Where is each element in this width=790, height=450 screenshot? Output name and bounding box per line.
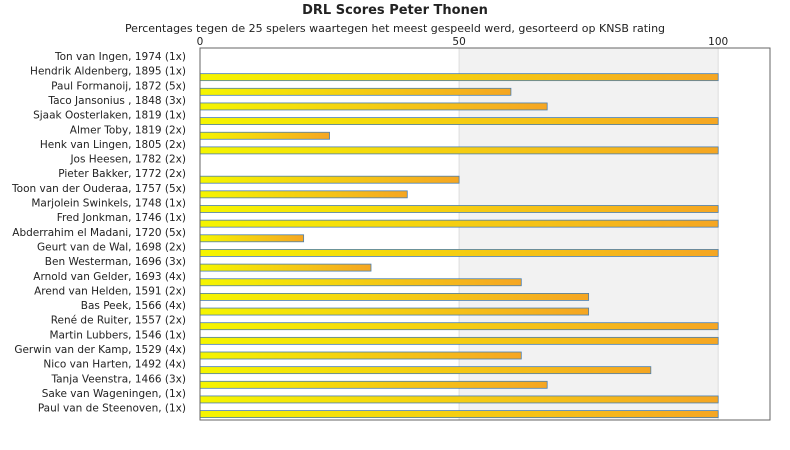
plot-band [718,48,770,420]
bar [199,87,512,96]
bar [199,410,719,419]
category-label: Jos Heesen, 1782 (2x) [69,154,186,166]
bar [199,146,719,155]
bar [199,292,590,301]
bar [199,205,719,213]
bar [199,102,548,111]
category-label: Ton van Ingen, 1974 (1x) [54,51,186,63]
category-label: Ben Westerman, 1696 (3x) [45,256,186,268]
x-axis-ticks: 0 50 100 [197,36,729,48]
category-label: Arend van Helden, 1591 (2x) [34,285,186,297]
bar [199,336,719,345]
y-axis-labels: Ton van Ingen, 1974 (1x) Hendrik Aldenber… [11,51,186,415]
category-label: Gerwin van der Kamp, 1529 (4x) [14,344,186,356]
bar [199,395,719,404]
bar [199,190,408,199]
category-label: Nico van Harten, 1492 (4x) [43,359,186,371]
category-label: Hendrik Aldenberg, 1895 (1x) [30,66,186,78]
category-label: Toon van der Ouderaa, 1757 (5x) [11,183,186,195]
bar [199,117,719,125]
category-label: Paul van de Steenoven, (1x) [38,403,186,415]
bar [199,278,522,287]
category-label: Marjolein Swinkels, 1748 (1x) [31,198,186,210]
bar [199,219,719,228]
bar [199,366,652,375]
category-label: René de Ruiter, 1557 (2x) [51,315,186,327]
bar [199,380,548,389]
bar [199,249,719,257]
category-label: Taco Jansonius , 1848 (3x) [47,95,186,107]
category-label: Sjaak Oosterlaken, 1819 (1x) [33,110,186,122]
category-label: Bas Peek, 1566 (4x) [81,300,186,312]
bar [199,322,719,331]
chart-subtitle: Percentages tegen de 25 spelers waartege… [124,22,666,35]
category-label: Tanja Veenstra, 1466 (3x) [50,373,186,385]
bar [199,175,460,184]
bar [199,351,522,360]
x-tick-label: 100 [708,36,728,48]
category-label: Paul Formanoij, 1872 (5x) [51,80,186,92]
bar [199,307,590,316]
category-label: Martin Lubbers, 1546 (1x) [49,329,186,341]
chart-title: DRL Scores Peter Thonen [302,3,488,18]
x-tick-label: 50 [452,36,465,48]
bars [199,73,719,419]
plot-border [199,47,771,421]
category-label: Pieter Bakker, 1772 (2x) [58,168,186,180]
category-label: Geurt van de Wal, 1698 (2x) [37,241,186,253]
x-tick-label: 0 [197,36,204,48]
bar [199,73,719,82]
category-label: Almer Toby, 1819 (2x) [70,124,186,136]
category-label: Henk van Lingen, 1805 (2x) [40,139,186,151]
bar [199,131,330,140]
category-label: Fred Jonkman, 1746 (1x) [57,212,186,224]
category-label: Abderrahim el Madani, 1720 (5x) [12,227,186,239]
category-label: Arnold van Gelder, 1693 (4x) [33,271,186,283]
bar [199,263,372,272]
bar [199,234,305,243]
category-label: Sake van Wageningen, (1x) [42,388,186,400]
